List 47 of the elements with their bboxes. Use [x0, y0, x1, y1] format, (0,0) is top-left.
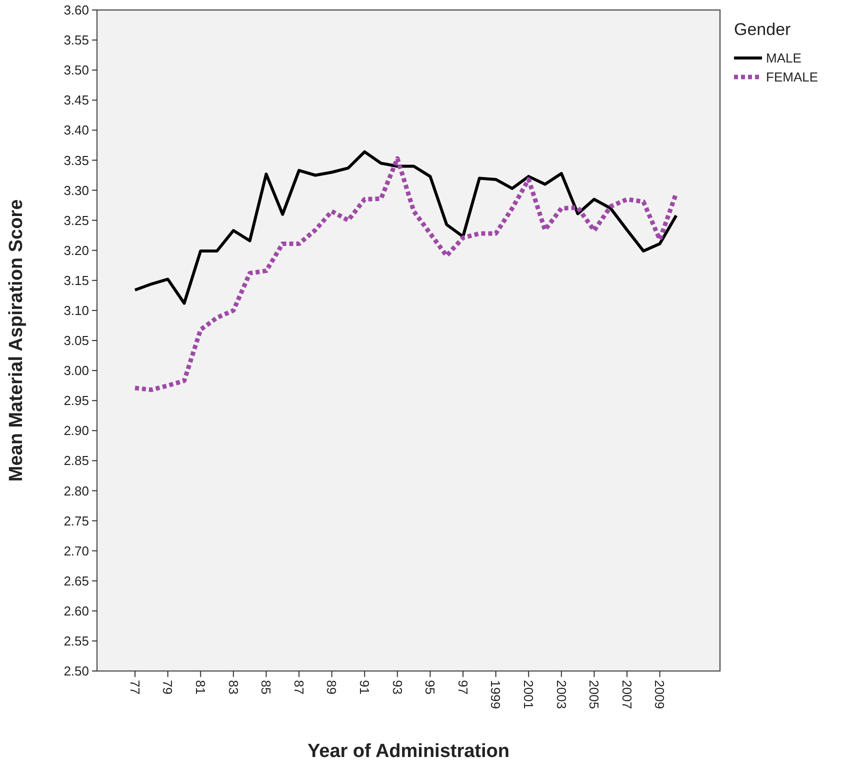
y-tick-label: 3.45: [64, 92, 89, 108]
x-axis-title: Year of Administration: [308, 741, 510, 762]
y-tick-label: 2.80: [64, 483, 89, 498]
y-tick-label: 3.20: [64, 242, 89, 258]
y-tick-label: 2.75: [64, 513, 89, 528]
y-tick-label: 2.70: [64, 543, 89, 558]
y-tick-label: 3.05: [64, 333, 89, 348]
y-tick-label: 2.65: [64, 573, 89, 588]
x-tick-label: 79: [160, 680, 176, 694]
y-tick-label: 3.25: [64, 212, 89, 228]
y-tick-label: 2.85: [64, 453, 89, 468]
y-tick-label: 3.40: [64, 122, 89, 138]
legend-title: Gender: [734, 20, 792, 39]
x-tick-label: 2003: [554, 680, 569, 709]
y-tick-label: 3.15: [64, 272, 89, 288]
legend-label: MALE: [766, 50, 802, 66]
x-tick-label: 89: [324, 680, 340, 694]
x-tick-label: 2001: [521, 680, 536, 709]
y-tick-label: 3.00: [64, 363, 89, 378]
y-tick-label: 2.55: [64, 634, 89, 649]
y-tick-label: 2.60: [64, 603, 89, 618]
x-tick-label: 87: [291, 680, 306, 694]
x-tick-label: 2005: [586, 680, 602, 709]
legend-label: FEMALE: [766, 70, 818, 85]
y-axis-title: Mean Material Aspiration Score: [6, 199, 27, 482]
x-tick-label: 95: [422, 680, 438, 694]
line-series: [134, 150, 678, 305]
y-tick-label: 3.35: [64, 152, 89, 168]
y-tick-label: 3.10: [64, 303, 89, 318]
y-tick-label: 3.60: [64, 2, 89, 18]
y-tick-label: 2.90: [64, 423, 89, 438]
x-tick-label: 85: [258, 680, 274, 694]
x-tick-label: 91: [357, 680, 372, 694]
x-tick-label: 2007: [619, 680, 634, 709]
x-tick-label: 97: [455, 680, 470, 694]
y-tick-label: 2.50: [64, 664, 89, 679]
x-tick-label: 77: [127, 680, 142, 694]
x-tick-label: 81: [193, 680, 208, 694]
y-tick-label: 2.95: [64, 393, 89, 408]
x-tick-label: 2009: [652, 680, 668, 709]
x-tick-label: 1999: [488, 680, 504, 709]
y-tick-label: 3.30: [64, 182, 89, 198]
x-tick-label: 83: [226, 680, 241, 694]
x-tick-label: 93: [390, 680, 405, 694]
y-tick-label: 3.50: [64, 62, 89, 78]
line-series: [132, 156, 678, 392]
y-tick-label: 3.55: [64, 32, 89, 48]
